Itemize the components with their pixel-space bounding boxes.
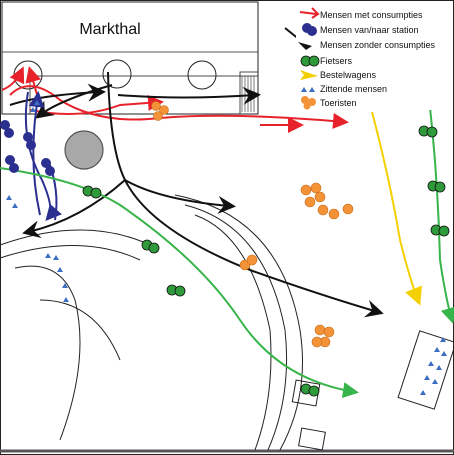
legend-label: Bestelwagens: [320, 70, 377, 80]
flow-zonder-consumpties: [9, 27, 384, 318]
curved-pavement: [0, 194, 326, 451]
legend-item-consumpties: Mensen met consumpties: [299, 7, 423, 20]
pillar: [64, 130, 104, 170]
flow-fietsers: [0, 107, 454, 398]
building-label: Markthal: [79, 21, 140, 38]
legend-item-bestelwagens: Bestelwagens: [300, 70, 377, 80]
orange-dot-icon: [301, 96, 309, 104]
legend-item-fietsers: Fietsers: [300, 55, 353, 67]
legend-label: Zittende mensen: [320, 84, 387, 94]
legend-label: Mensen met consumpties: [320, 10, 423, 20]
sitting-people: [6, 100, 447, 395]
seating-bench: [397, 330, 454, 410]
legend-label: Toeristen: [320, 98, 357, 108]
legend-label: Mensen zonder consumpties: [320, 40, 436, 50]
station-people: [0, 120, 55, 176]
yellow-arrow-icon: [300, 70, 318, 80]
black-arrow-icon: [298, 42, 312, 50]
legend-item-station: Mensen van/naar station: [302, 23, 419, 36]
legend-label: Mensen van/naar station: [320, 25, 419, 35]
legend: Mensen met consumpties Mensen van/naar s…: [296, 2, 452, 110]
triangle-icon: [301, 87, 315, 92]
legend-label: Fietsers: [320, 56, 353, 66]
red-arrow-icon: [299, 7, 320, 19]
flow-bestelwagens: [371, 111, 422, 306]
tourist-dots: [151, 101, 354, 348]
legend-item-toeristen: Toeristen: [301, 96, 357, 110]
cyclist-dots: [82, 125, 450, 397]
legend-item-zonder: Mensen zonder consumpties: [298, 40, 436, 50]
legend-item-zittend: Zittende mensen: [301, 84, 387, 94]
